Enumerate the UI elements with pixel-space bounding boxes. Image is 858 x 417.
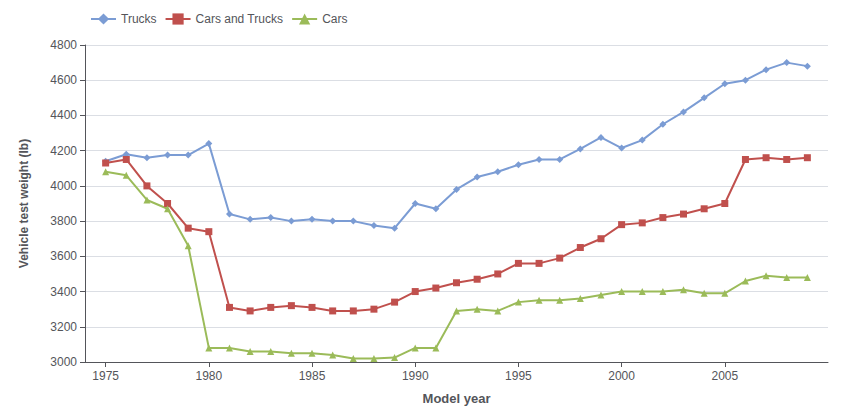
svg-text:Cars: Cars	[322, 12, 347, 26]
svg-text:4800: 4800	[50, 38, 77, 52]
svg-text:3600: 3600	[50, 249, 77, 263]
svg-text:1985: 1985	[299, 369, 326, 383]
svg-text:Trucks: Trucks	[121, 12, 157, 26]
svg-text:1990: 1990	[402, 369, 429, 383]
svg-text:Vehicle test weight (lb): Vehicle test weight (lb)	[17, 139, 31, 268]
svg-text:4600: 4600	[50, 73, 77, 87]
svg-text:4000: 4000	[50, 179, 77, 193]
svg-text:2005: 2005	[711, 369, 738, 383]
svg-text:1975: 1975	[92, 369, 119, 383]
svg-text:3200: 3200	[50, 320, 77, 334]
svg-text:1995: 1995	[505, 369, 532, 383]
svg-text:4400: 4400	[50, 108, 77, 122]
svg-text:3800: 3800	[50, 214, 77, 228]
svg-text:Model year: Model year	[423, 391, 491, 406]
svg-text:3400: 3400	[50, 285, 77, 299]
svg-text:3000: 3000	[50, 355, 77, 369]
svg-text:2000: 2000	[608, 369, 635, 383]
svg-text:4200: 4200	[50, 144, 77, 158]
svg-text:1980: 1980	[195, 369, 222, 383]
svg-text:Cars and Trucks: Cars and Trucks	[196, 12, 283, 26]
